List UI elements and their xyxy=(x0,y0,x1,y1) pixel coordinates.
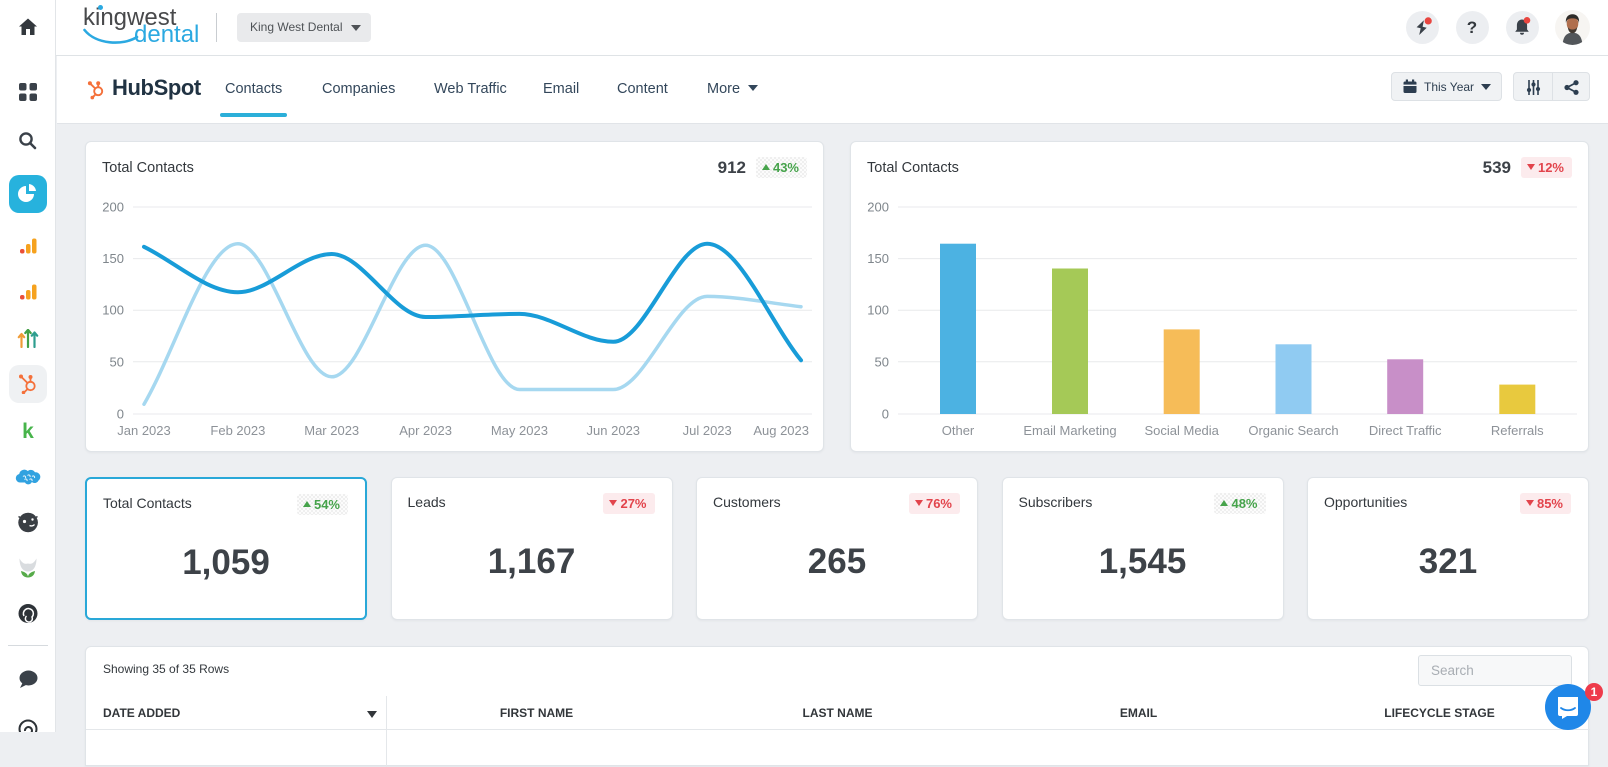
svg-text:200: 200 xyxy=(102,200,124,215)
svg-text:Jun 2023: Jun 2023 xyxy=(587,423,641,438)
svg-text:Aug 2023: Aug 2023 xyxy=(753,423,809,438)
svg-text:Jul 2023: Jul 2023 xyxy=(683,423,732,438)
svg-text:May 2023: May 2023 xyxy=(491,423,548,438)
svg-text:Other: Other xyxy=(942,423,975,438)
svg-text:Mar 2023: Mar 2023 xyxy=(304,423,359,438)
svg-text:Email Marketing: Email Marketing xyxy=(1023,423,1116,438)
svg-text:Referrals: Referrals xyxy=(1491,423,1544,438)
svg-text:Organic Search: Organic Search xyxy=(1248,423,1338,438)
svg-text:Social Media: Social Media xyxy=(1144,423,1219,438)
svg-text:50: 50 xyxy=(875,355,889,370)
svg-text:0: 0 xyxy=(882,407,889,422)
svg-text:100: 100 xyxy=(867,303,889,318)
svg-text:100: 100 xyxy=(102,303,124,318)
svg-text:150: 150 xyxy=(102,251,124,266)
svg-text:50: 50 xyxy=(110,355,124,370)
svg-text:0: 0 xyxy=(117,407,124,422)
svg-text:150: 150 xyxy=(867,251,889,266)
svg-text:Direct Traffic: Direct Traffic xyxy=(1369,423,1442,438)
svg-text:Jan 2023: Jan 2023 xyxy=(117,423,171,438)
svg-text:Feb 2023: Feb 2023 xyxy=(210,423,265,438)
svg-text:200: 200 xyxy=(867,200,889,215)
svg-text:Apr 2023: Apr 2023 xyxy=(399,423,452,438)
